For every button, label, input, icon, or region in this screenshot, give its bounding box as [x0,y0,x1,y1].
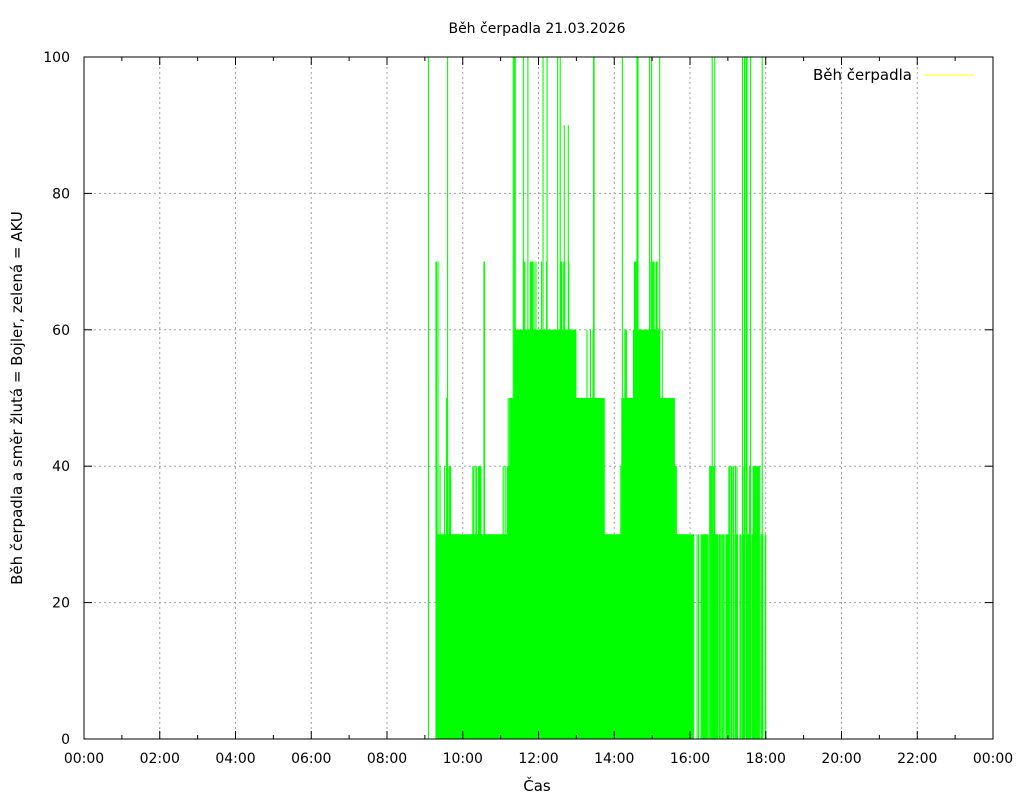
y-tick-label: 100 [43,50,70,66]
y-tick-labels: 0 20 40 60 80 100 [43,50,70,748]
bars [427,57,767,739]
y-tick-label: 60 [52,323,70,339]
x-tick-label: 06:00 [291,751,331,767]
y-tick-label: 40 [52,459,70,475]
x-tick-labels: 00:00 02:00 04:00 06:00 08:00 10:00 12:00 14:00… [64,751,1013,767]
x-tick-label: 08:00 [367,751,407,767]
legend: Běh čerpadla [813,66,974,84]
y-axis-label: Běh čerpadla a směr žlutá = Bojler, zele… [8,211,26,585]
y-tick-label: 80 [52,186,70,202]
run-block [573,398,605,739]
run-block [604,534,624,739]
run-block [623,398,637,739]
ticks [83,56,994,740]
x-tick-label: 00:00 [64,751,104,767]
x-tick-label: 20:00 [821,751,861,767]
x-tick-label: 18:00 [746,751,786,767]
run-block [671,534,690,739]
x-tick-label: 22:00 [897,751,937,767]
run-block [655,398,672,739]
x-tick-label: 02:00 [140,751,180,767]
x-tick-label: 00:00 [973,751,1013,767]
x-tick-label: 12:00 [518,751,558,767]
chart-title: Běh čerpadla 21.03.2026 [448,21,625,37]
x-axis-label: Čas [523,776,551,795]
run-block [519,329,574,739]
run-block [465,534,507,739]
run-block [636,329,656,739]
y-tick-label: 20 [52,596,70,612]
x-tick-label: 04:00 [215,751,255,767]
y-tick-label: 0 [61,732,70,748]
x-tick-label: 14:00 [594,751,634,767]
x-tick-label: 16:00 [670,751,710,767]
legend-label: Běh čerpadla [813,66,912,84]
run-block [510,398,520,739]
run-block [442,534,466,739]
x-tick-label: 10:00 [443,751,483,767]
